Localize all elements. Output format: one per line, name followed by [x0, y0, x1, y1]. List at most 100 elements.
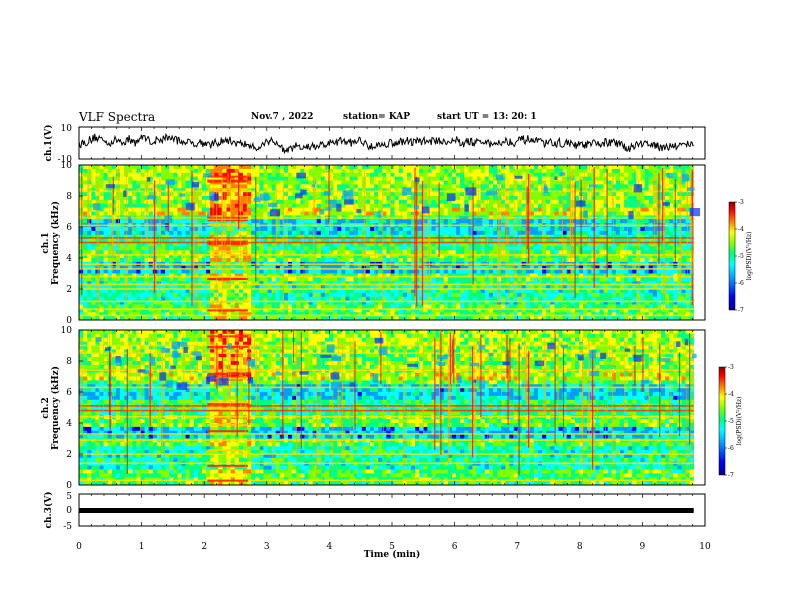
spectrogram-cell: [369, 211, 375, 216]
spectrogram-cell: [320, 172, 326, 177]
spectrogram-cell: [431, 258, 436, 263]
spectrogram-cell: [357, 184, 363, 189]
spectrogram-cell: [546, 296, 551, 301]
spectrogram-cell: [562, 285, 567, 290]
spectrogram-cell: [324, 277, 330, 282]
spectrogram-cell: [447, 296, 453, 301]
spectrogram-cell: [419, 269, 424, 274]
spectrogram-cell: [476, 312, 481, 317]
spectrogram-cell: [505, 273, 510, 278]
spectrogram-cell: [398, 292, 404, 298]
spectrogram-cell: [341, 281, 346, 286]
spectrogram-cell: [378, 192, 383, 197]
spectrogram-cell: [87, 277, 92, 282]
spectrogram-cell: [197, 277, 203, 282]
spectrogram-cell: [435, 219, 440, 224]
spectrogram-cell: [193, 289, 199, 294]
spectrogram-cell: [210, 269, 215, 274]
spectrogram-cell: [460, 281, 465, 286]
spectrogram-cell: [206, 203, 211, 208]
spectrogram-cell: [91, 199, 96, 205]
spectrogram-cell: [562, 207, 567, 212]
spectrogram-cell: [476, 281, 481, 286]
spectrogram-cell: [464, 277, 469, 282]
spectrogram-cell: [99, 180, 104, 185]
spectrogram-cell: [423, 246, 428, 251]
spectrogram-cell: [410, 265, 416, 270]
spectrogram-cell: [357, 196, 363, 201]
spectrogram-cell: [279, 246, 285, 251]
spectrogram-cell: [435, 273, 440, 278]
spectrogram-cell: [136, 196, 141, 201]
spectrogram-cell: [251, 234, 256, 239]
spectrogram-cell: [509, 269, 514, 274]
spectrogram-cell: [152, 312, 158, 317]
spectrogram-cell: [443, 296, 449, 301]
spectrogram-cell: [337, 254, 342, 259]
spectrogram-cell: [251, 312, 256, 317]
spectrogram-cell: [402, 230, 408, 236]
spectrogram-cell: [316, 219, 322, 224]
spectrogram-cell: [406, 312, 412, 317]
spectrogram-cell: [451, 250, 457, 255]
spectrogram-cell: [365, 238, 371, 243]
spectrogram-cell: [361, 242, 367, 247]
spectrogram-cell: [136, 250, 141, 255]
spectrogram-cell: [550, 304, 555, 309]
spectrogram-cell: [263, 234, 268, 239]
spectrogram-cell: [570, 242, 576, 247]
spectrogram-cell: [550, 289, 555, 294]
spectrogram-cell: [140, 207, 145, 212]
spectrogram-cell: [472, 242, 477, 247]
spectrogram-cell: [173, 219, 178, 224]
spectrogram-cell: [566, 219, 572, 224]
spectrogram-cell: [169, 308, 174, 313]
spectrogram-cell: [451, 188, 457, 193]
spectrogram-cell: [267, 258, 272, 263]
spectrogram-cell: [566, 230, 572, 236]
spectrogram-cell: [185, 188, 190, 193]
spectrogram-cell: [152, 304, 158, 309]
spectrogram-cell: [365, 203, 371, 208]
spectrogram-cell: [390, 196, 395, 201]
spectrogram-cell: [456, 238, 461, 243]
spectrogram-cell: [263, 292, 268, 298]
spectrogram-cell: [320, 289, 326, 294]
spectrogram-cell: [472, 165, 477, 170]
spectrogram-cell: [382, 219, 387, 224]
spectrogram-cell: [288, 300, 293, 305]
spectrogram-cell: [218, 285, 223, 290]
spectrogram-cell: [398, 219, 404, 224]
spectrogram-cell: [529, 211, 535, 216]
spectrogram-cell: [427, 308, 432, 313]
spectrogram-cell: [451, 238, 457, 243]
spectrogram-cell: [546, 199, 551, 205]
spectrogram-cell: [369, 192, 375, 197]
spectrogram-cell: [574, 188, 580, 193]
spectrogram-cell: [119, 211, 125, 216]
spectrogram-cell: [374, 168, 379, 174]
spectrogram-cell: [173, 308, 178, 313]
spectrogram-cell: [320, 230, 326, 236]
spectrogram-cell: [365, 246, 371, 251]
spectrogram-cell: [115, 207, 121, 212]
spectrogram-cell: [230, 227, 236, 232]
spectrogram-cell: [538, 281, 543, 286]
spectrogram-cell: [316, 246, 322, 251]
spectrogram-cell: [353, 277, 358, 282]
spectrogram-cell: [292, 316, 297, 321]
spectrogram-cell: [574, 258, 580, 263]
spectrogram-cell: [103, 203, 108, 208]
spectrogram-cell: [558, 192, 563, 197]
spectrogram-cell: [562, 176, 567, 181]
spectrogram-cell: [562, 250, 567, 255]
spectrogram-cell: [402, 254, 408, 259]
spectrogram-cell: [558, 227, 563, 232]
spectrogram-cell: [185, 196, 190, 201]
spectrogram-cell: [99, 238, 104, 243]
spectrogram-cell: [304, 192, 309, 197]
spectrogram-cell: [271, 250, 277, 255]
spectrogram-cell: [177, 230, 182, 236]
spectrogram-cell: [529, 277, 535, 282]
spectrogram-cell: [181, 168, 186, 174]
